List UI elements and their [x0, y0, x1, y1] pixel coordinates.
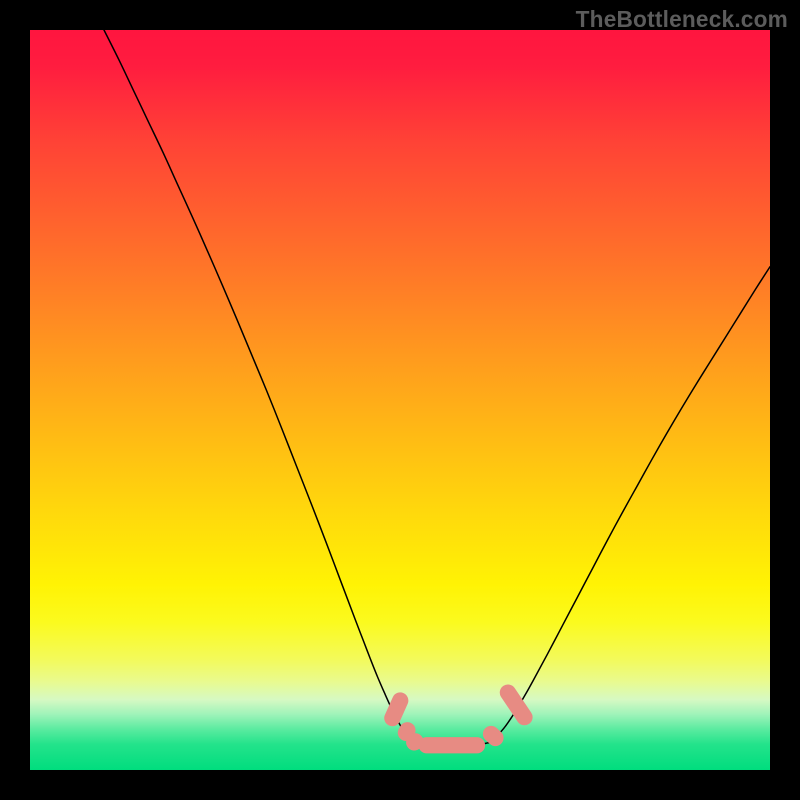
watermark-text: TheBottleneck.com	[576, 6, 788, 33]
chart-stage: TheBottleneck.com	[0, 0, 800, 800]
gradient-background	[30, 30, 770, 770]
plot-area	[30, 30, 770, 770]
